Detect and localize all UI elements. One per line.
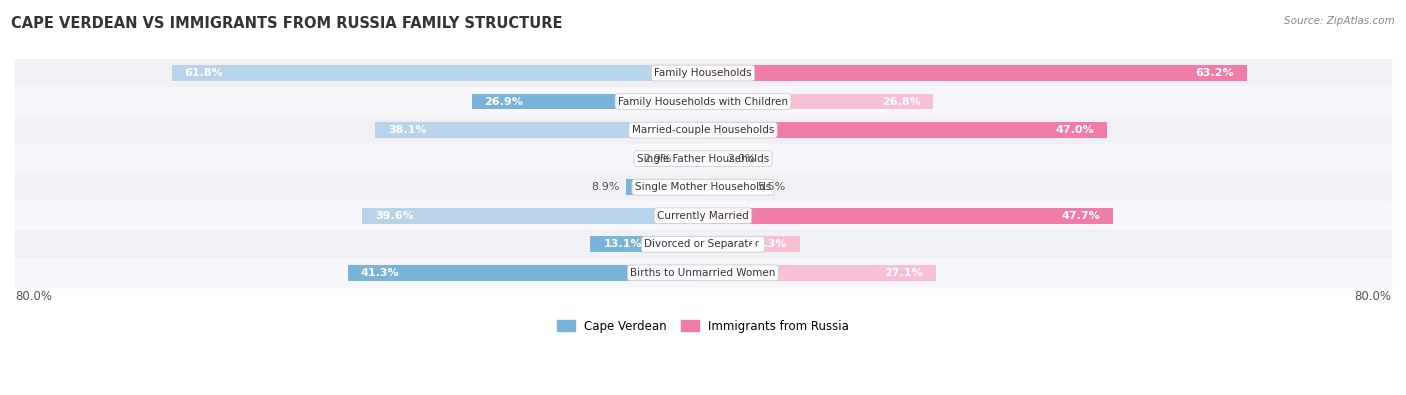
Text: 26.8%: 26.8% [882,97,921,107]
Bar [703,94,934,109]
Legend: Cape Verdean, Immigrants from Russia: Cape Verdean, Immigrants from Russia [553,315,853,338]
Bar [15,87,1391,116]
Text: Family Households with Children: Family Households with Children [619,97,787,107]
Bar [15,116,1391,145]
Bar [15,173,1391,201]
Text: 8.9%: 8.9% [591,182,620,192]
Bar [15,59,1391,87]
Bar [703,122,1107,138]
Text: 41.3%: 41.3% [361,268,399,278]
Text: 80.0%: 80.0% [1354,290,1391,303]
Text: 11.3%: 11.3% [749,239,787,249]
Bar [15,201,1391,230]
Text: 63.2%: 63.2% [1195,68,1233,78]
Text: 13.1%: 13.1% [603,239,641,249]
Bar [703,65,1247,81]
Text: 5.5%: 5.5% [758,182,786,192]
Text: 27.1%: 27.1% [884,268,924,278]
Bar [347,265,703,280]
Text: 26.9%: 26.9% [485,97,523,107]
Text: 61.8%: 61.8% [184,68,224,78]
Text: 80.0%: 80.0% [15,290,52,303]
Bar [363,208,703,224]
Bar [703,237,800,252]
Text: Family Households: Family Households [654,68,752,78]
Bar [703,151,720,167]
Bar [591,237,703,252]
Text: Divorced or Separated: Divorced or Separated [644,239,762,249]
Bar [15,230,1391,258]
Text: Currently Married: Currently Married [657,211,749,221]
Text: CAPE VERDEAN VS IMMIGRANTS FROM RUSSIA FAMILY STRUCTURE: CAPE VERDEAN VS IMMIGRANTS FROM RUSSIA F… [11,16,562,31]
Text: Single Mother Households: Single Mother Households [636,182,770,192]
Bar [703,208,1114,224]
Bar [678,151,703,167]
Bar [172,65,703,81]
Bar [471,94,703,109]
Bar [703,179,751,195]
Text: Single Father Households: Single Father Households [637,154,769,164]
Bar [15,258,1391,287]
Text: 2.9%: 2.9% [643,154,671,164]
Text: 2.0%: 2.0% [727,154,755,164]
Text: Source: ZipAtlas.com: Source: ZipAtlas.com [1284,16,1395,26]
Text: 38.1%: 38.1% [388,125,427,135]
Text: Births to Unmarried Women: Births to Unmarried Women [630,268,776,278]
Text: 39.6%: 39.6% [375,211,415,221]
Bar [375,122,703,138]
Text: 47.0%: 47.0% [1056,125,1094,135]
Text: Married-couple Households: Married-couple Households [631,125,775,135]
Bar [627,179,703,195]
Bar [15,145,1391,173]
Bar [703,265,936,280]
Text: 47.7%: 47.7% [1062,211,1101,221]
